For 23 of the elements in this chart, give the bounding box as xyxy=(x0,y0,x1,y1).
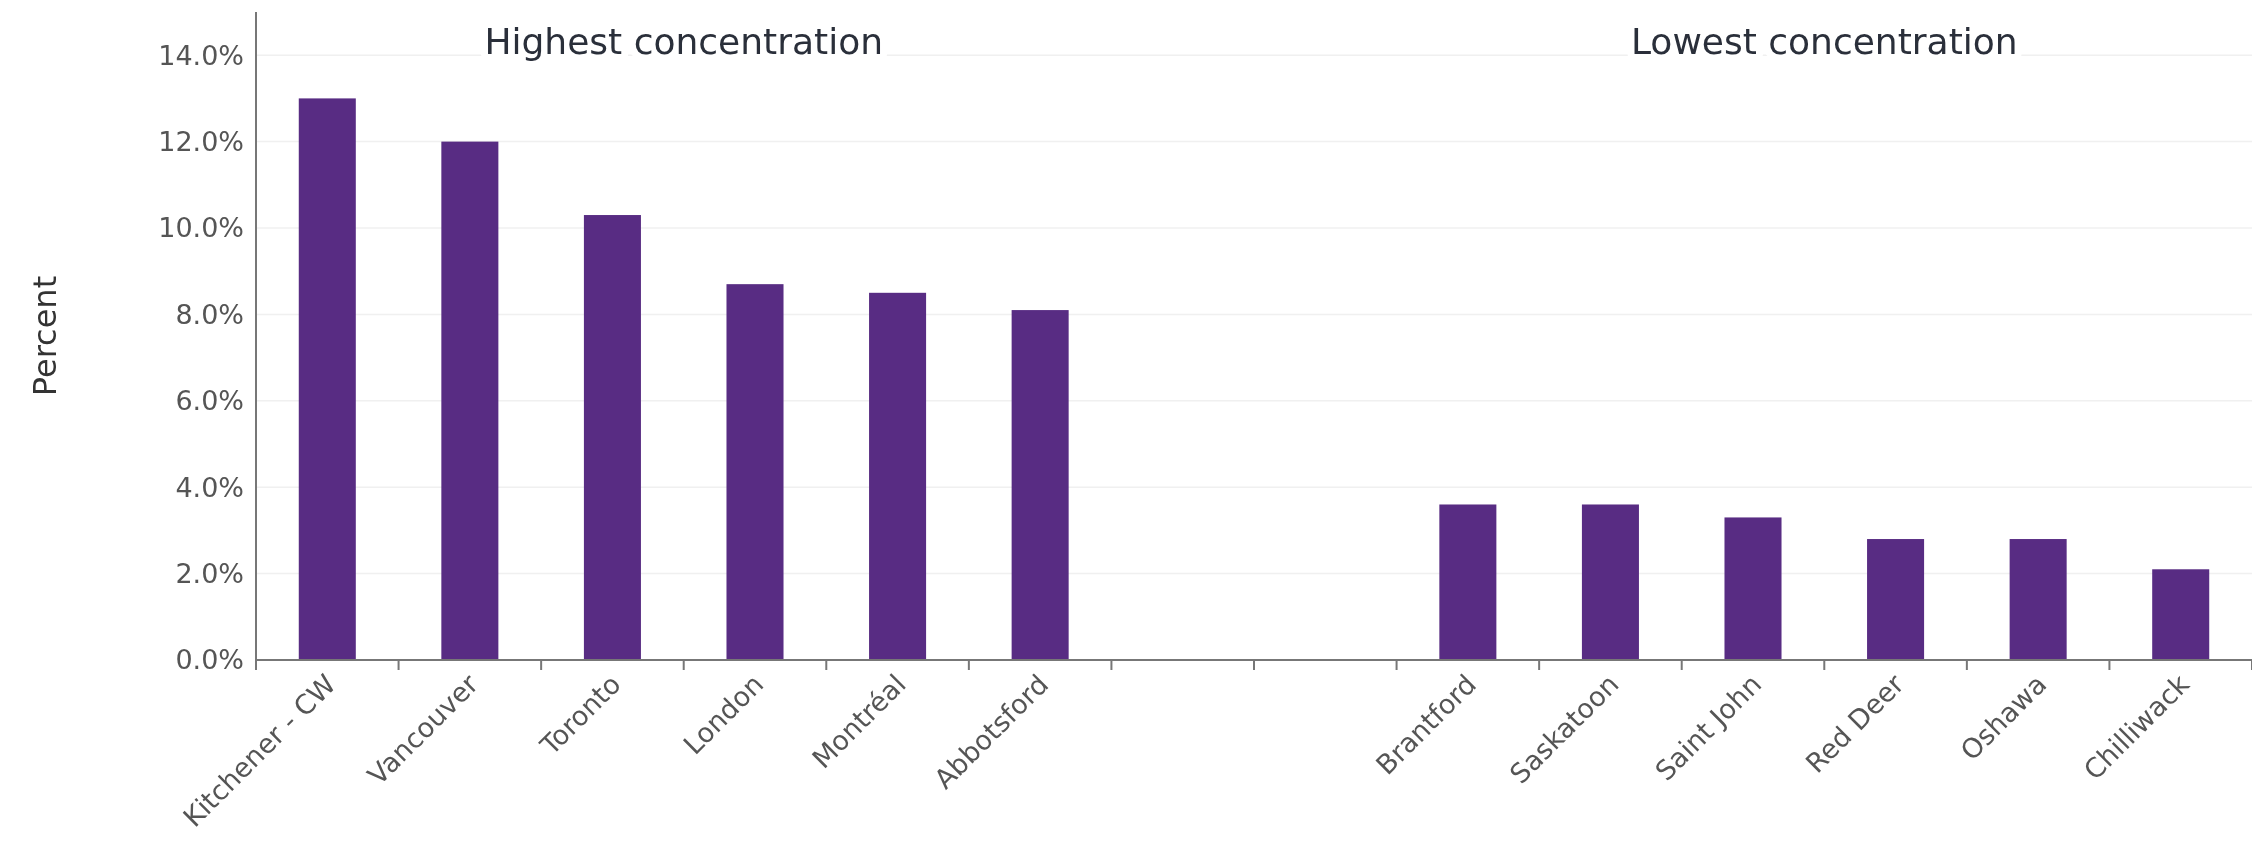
y-axis-title: Percent xyxy=(26,275,64,397)
bar xyxy=(583,215,641,660)
y-tick-label: 8.0% xyxy=(175,298,244,330)
annotation: Lowest concentration xyxy=(1630,21,2018,62)
bar xyxy=(1581,504,1639,660)
y-tick-label: 14.0% xyxy=(158,39,244,71)
bar xyxy=(869,292,927,660)
bar xyxy=(1439,504,1497,660)
bar xyxy=(2009,539,2067,660)
annotation: Highest concentration xyxy=(484,21,883,62)
y-tick-label: 4.0% xyxy=(175,471,244,503)
bar xyxy=(1724,517,1782,660)
bar xyxy=(441,141,499,660)
y-tick-label: 2.0% xyxy=(175,558,244,590)
y-tick-label: 0.0% xyxy=(175,644,244,676)
bar xyxy=(2152,569,2210,660)
y-tick-label: 12.0% xyxy=(158,126,244,158)
y-tick-label: 6.0% xyxy=(175,385,244,417)
bar xyxy=(1011,310,1069,660)
bar xyxy=(726,284,784,660)
bar xyxy=(298,98,356,660)
bar xyxy=(1867,539,1925,660)
y-tick-label: 10.0% xyxy=(158,212,244,244)
